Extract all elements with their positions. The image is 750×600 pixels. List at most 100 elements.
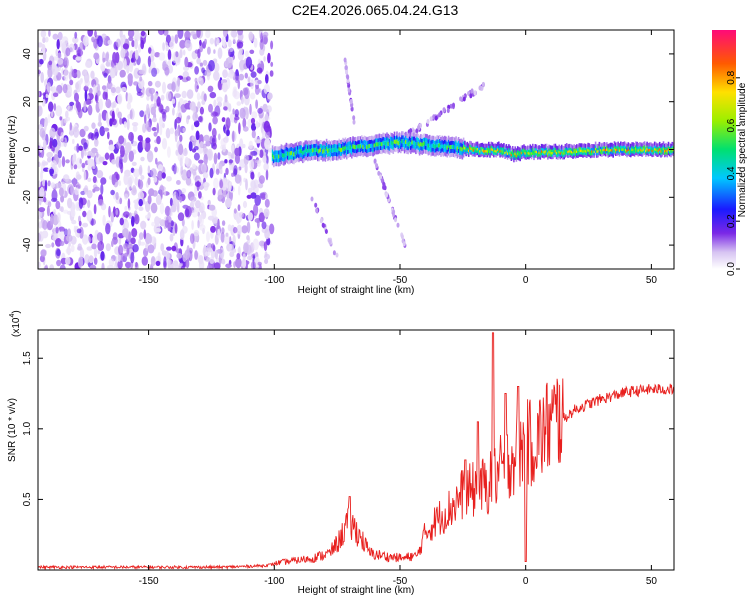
noise-speckle	[265, 74, 269, 84]
noise-speckle	[102, 161, 108, 166]
line-cell	[406, 145, 408, 150]
line-cell	[650, 149, 652, 154]
noise-speckle	[167, 222, 172, 232]
noise-speckle	[221, 220, 226, 226]
noise-speckle	[43, 167, 50, 172]
line-cell	[323, 140, 325, 145]
noise-speckle	[258, 240, 266, 247]
line-cell	[381, 134, 383, 139]
line-cell	[281, 161, 284, 166]
line-cell	[662, 141, 665, 146]
line-cell	[498, 141, 500, 146]
line-cell	[305, 148, 308, 153]
noise-speckle	[257, 261, 262, 266]
line-cell	[511, 150, 514, 155]
line-cell	[537, 153, 539, 158]
line-cell	[444, 143, 446, 148]
line-cell	[627, 144, 630, 149]
noise-speckle	[42, 161, 49, 166]
noise-speckle	[171, 98, 176, 104]
line-cell	[281, 149, 284, 154]
line-cell	[540, 148, 543, 153]
line-cell	[501, 148, 504, 153]
noise-speckle	[196, 92, 201, 101]
noise-speckle	[110, 189, 115, 196]
line-cell	[446, 141, 449, 146]
line-cell	[285, 158, 288, 163]
line-cell	[630, 148, 632, 153]
line-cell	[387, 149, 389, 154]
noise-speckle	[181, 188, 187, 194]
line-cell	[636, 141, 638, 146]
line-cell	[491, 144, 494, 149]
line-cell	[426, 150, 428, 155]
noise-speckle	[245, 178, 248, 191]
noise-speckle	[154, 146, 158, 153]
noise-speckle	[262, 103, 268, 112]
line-cell	[410, 133, 412, 138]
line-cell	[582, 151, 584, 156]
line-cell	[398, 136, 401, 141]
line-cell	[361, 135, 363, 140]
noise-speckle	[126, 119, 130, 131]
noise-speckle	[94, 94, 98, 102]
noise-speckle	[221, 36, 226, 47]
line-cell	[640, 144, 642, 149]
line-cell	[607, 144, 609, 149]
noise-speckle	[151, 117, 157, 123]
noise-speckle	[158, 52, 166, 61]
line-cell	[539, 155, 542, 160]
line-cell	[495, 146, 498, 151]
line-cell	[643, 141, 646, 146]
line-cell	[533, 146, 535, 151]
line-cell	[275, 162, 278, 167]
line-cell	[538, 154, 540, 159]
noise-speckle	[126, 102, 132, 110]
noise-speckle	[146, 95, 150, 101]
noise-speckle	[211, 243, 215, 250]
line-cell	[470, 148, 472, 153]
streak-speckle	[402, 241, 406, 247]
line-cell	[504, 155, 506, 159]
noise-speckle	[219, 169, 223, 175]
line-cell	[535, 144, 538, 149]
line-cell	[402, 135, 405, 140]
line-cell	[356, 153, 358, 158]
noise-speckle	[267, 92, 273, 100]
noise-speckle	[107, 131, 110, 140]
line-cell	[567, 153, 569, 158]
line-cell	[372, 140, 374, 145]
line-cell	[425, 133, 427, 138]
line-cell	[322, 149, 324, 154]
line-cell	[569, 148, 572, 153]
noise-speckle	[106, 81, 113, 90]
line-cell	[493, 148, 495, 153]
noise-speckle	[179, 39, 186, 49]
line-cell	[618, 145, 621, 150]
line-cell	[538, 145, 540, 150]
line-cell	[459, 155, 461, 159]
line-cell	[422, 137, 425, 142]
line-cell	[627, 151, 630, 156]
line-cell	[462, 153, 465, 158]
line-cell	[294, 159, 296, 163]
noise-speckle	[171, 35, 175, 43]
line-cell	[636, 149, 638, 153]
line-cell	[332, 156, 334, 161]
line-cell	[376, 142, 378, 147]
line-cell	[633, 147, 636, 152]
line-cell	[452, 153, 455, 157]
line-cell	[586, 154, 588, 158]
line-cell	[460, 150, 462, 155]
line-cell	[343, 146, 345, 151]
noise-speckle	[59, 240, 65, 247]
line-cell	[671, 144, 674, 149]
line-cell	[488, 144, 490, 149]
line-cell	[623, 148, 626, 153]
streak-speckle	[377, 170, 381, 176]
line-cell	[632, 144, 635, 149]
line-cell	[339, 144, 342, 148]
line-cell	[563, 145, 565, 150]
line-cell	[299, 153, 301, 157]
line-cell	[366, 137, 368, 142]
